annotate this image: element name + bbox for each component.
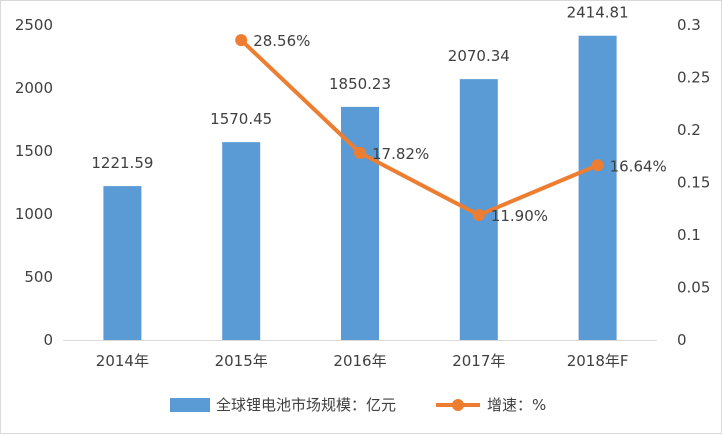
- y-left-tick-label: 0: [43, 331, 53, 349]
- y-left-tick-label: 500: [24, 268, 53, 286]
- growth-point: [235, 34, 248, 47]
- y-right-tick-label: 0.3: [677, 16, 701, 34]
- legend-bar-label: 全球锂电池市场规模：亿元: [216, 396, 396, 414]
- legend-line-label: 增速：%: [487, 396, 546, 414]
- bar-data-label: 1570.45: [210, 110, 272, 128]
- growth-data-label: 11.90%: [491, 207, 548, 225]
- bar-data-label: 1850.23: [329, 75, 391, 93]
- x-tick-label: 2018年F: [567, 352, 629, 370]
- y-left-tick-label: 2000: [15, 79, 53, 97]
- growth-line: [239, 38, 599, 218]
- y-left-tick-label: 2500: [15, 16, 53, 34]
- x-tick-label: 2016年: [333, 352, 386, 370]
- growth-point: [591, 159, 604, 172]
- y-right-tick-label: 0.1: [677, 226, 701, 244]
- legend-bar-swatch: [170, 398, 210, 412]
- bar-data-label: 1221.59: [91, 154, 153, 172]
- bar-data-label: 2070.34: [448, 47, 510, 65]
- y-left-tick-label: 1500: [15, 142, 53, 160]
- bar: [578, 35, 617, 340]
- y-right-tick-label: 0.05: [677, 279, 710, 297]
- y-right-tick-label: 0.2: [677, 121, 701, 139]
- y-right-tick-label: 0.25: [677, 69, 710, 87]
- bar: [103, 186, 142, 340]
- growth-point: [472, 209, 485, 222]
- growth-data-label: 28.56%: [253, 32, 310, 50]
- growth-data-label: 17.82%: [372, 145, 429, 163]
- y-right-tick-label: 0.15: [677, 174, 710, 192]
- x-tick-label: 2015年: [215, 352, 268, 370]
- growth-data-label: 16.64%: [610, 157, 667, 175]
- growth-point: [354, 146, 366, 159]
- bar: [222, 142, 261, 340]
- legend-line-marker: [452, 399, 464, 411]
- y-right-tick-label: 0: [677, 331, 687, 349]
- bar: [341, 106, 379, 340]
- y-left-tick-label: 1000: [15, 205, 53, 223]
- x-tick-label: 2014年: [96, 352, 149, 370]
- x-tick-label: 2017年: [452, 352, 505, 370]
- bar-data-label: 2414.81: [567, 4, 629, 22]
